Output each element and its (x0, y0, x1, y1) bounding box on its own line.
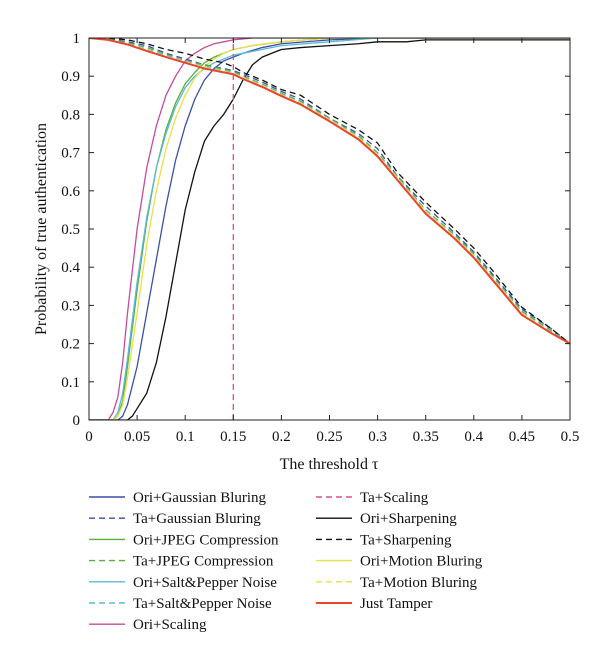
series-line-ori-motion-bluring (89, 38, 570, 420)
series-line-ori-sharpening (89, 39, 570, 420)
legend-label: Ori+Gaussian Bluring (133, 490, 267, 506)
legend-label: Ta+Motion Bluring (360, 575, 477, 591)
legend: Ori+Gaussian Bluring Ta+Gaussian Bluring O… (89, 490, 483, 633)
legend-item: Ta+Scaling (316, 490, 429, 506)
x-tick-label: 0.2 (272, 429, 291, 445)
y-tick-label: 0.1 (61, 375, 80, 391)
x-tick-label: 0.3 (368, 429, 387, 445)
legend-item: Ori+Salt&Pepper Noise (89, 575, 277, 591)
plot-area (88, 37, 571, 421)
legend-label: Ta+Scaling (360, 490, 429, 506)
legend-label: Ta+JPEG Compression (133, 554, 274, 570)
y-tick-label: 0.5 (61, 222, 80, 238)
x-tick-label: 0 (85, 429, 93, 445)
legend-item: Ori+Sharpening (316, 511, 457, 527)
series-line-ta-jpeg-compression (89, 38, 570, 345)
legend-label: Ori+Salt&Pepper Noise (133, 575, 277, 591)
legend-item: Ori+Motion Bluring (316, 554, 483, 570)
y-tick-label: 0.6 (61, 184, 80, 200)
y-tick-label: 0.9 (61, 69, 80, 85)
y-tick-label: 0.3 (61, 298, 80, 314)
x-tick-label: 0.15 (220, 429, 246, 445)
series-layer (89, 38, 570, 420)
legend-item: Ta+Motion Bluring (316, 575, 477, 591)
y-axis: 0 0.1 0.2 0.3 0.4 0.5 0.6 0.7 0.8 0.9 1 (61, 31, 570, 429)
legend-item: Ori+Scaling (89, 617, 207, 633)
x-tick-label: 0.05 (124, 429, 150, 445)
series-line-ori-salt-pepper-noise (89, 38, 570, 420)
legend-label: Ori+Sharpening (360, 511, 457, 527)
y-tick-label: 1 (73, 31, 81, 47)
legend-item: Ori+JPEG Compression (89, 532, 279, 548)
legend-label: Ori+JPEG Compression (133, 532, 279, 548)
x-tick-label: 0.45 (509, 429, 535, 445)
series-line-ta-sharpening (89, 38, 570, 345)
x-tick-label: 0.35 (413, 429, 439, 445)
x-tick-label: 0.25 (316, 429, 342, 445)
series-line-ta-motion-bluring (89, 38, 570, 345)
x-axis: 0 0.05 0.1 0.15 0.2 0.25 0.3 0.35 0.4 0.45 0.5 (85, 38, 579, 445)
x-axis-title: The threshold τ (280, 456, 379, 473)
y-tick-label: 0.4 (61, 260, 80, 276)
series-line-just-tamper (89, 38, 570, 345)
legend-label: Ta+Sharpening (360, 532, 452, 548)
legend-item: Ta+JPEG Compression (89, 554, 274, 570)
legend-item: Ori+Gaussian Bluring (89, 490, 267, 506)
y-tick-label: 0.8 (61, 107, 80, 123)
legend-label: Ta+Gaussian Bluring (133, 511, 261, 527)
series-line-ta-gaussian-bluring (89, 38, 570, 345)
series-line-ori-scaling (89, 38, 570, 420)
x-tick-label: 0.1 (176, 429, 195, 445)
y-axis-title: Probability of true authentication (33, 123, 50, 335)
y-tick-label: 0.2 (61, 337, 80, 353)
legend-label: Ori+Scaling (133, 617, 207, 633)
x-tick-label: 0.4 (464, 429, 483, 445)
y-tick-label: 0 (73, 413, 81, 429)
legend-label: Ori+Motion Bluring (360, 554, 483, 570)
legend-item: Ta+Salt&Pepper Noise (89, 596, 272, 612)
legend-label: Just Tamper (360, 596, 432, 612)
series-line-ori-gaussian-bluring (89, 38, 570, 420)
y-tick-label: 0.7 (61, 146, 80, 162)
series-line-ta-salt-pepper-noise (89, 38, 570, 345)
legend-item: Just Tamper (316, 596, 432, 612)
legend-label: Ta+Salt&Pepper Noise (133, 596, 272, 612)
legend-item: Ta+Gaussian Bluring (89, 511, 261, 527)
x-tick-label: 0.5 (561, 429, 580, 445)
legend-item: Ta+Sharpening (316, 532, 452, 548)
